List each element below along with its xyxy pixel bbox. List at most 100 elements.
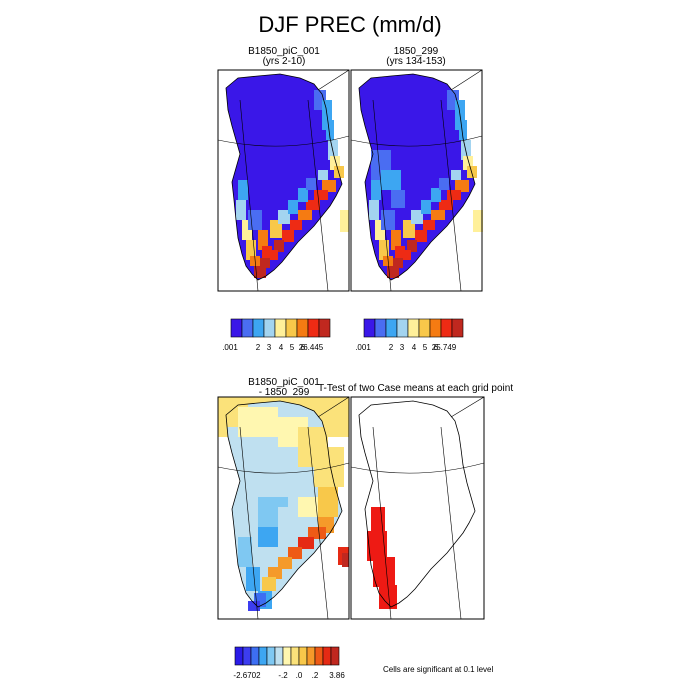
colorbar-swatch bbox=[385, 318, 398, 338]
figure-title: DJF PREC (mm/d) bbox=[258, 12, 442, 37]
colorbar-1 bbox=[230, 318, 331, 338]
grid-cell bbox=[379, 240, 389, 260]
grid-cell bbox=[463, 156, 473, 170]
colorbar-2-tick-label: 4 bbox=[411, 343, 417, 352]
grid-cell bbox=[318, 487, 338, 517]
panel-3-title-line2: - 1850_299 bbox=[258, 387, 310, 398]
colorbar-swatch bbox=[363, 318, 376, 338]
grid-cell bbox=[288, 200, 298, 214]
colorbar-3-tick-label: .0 bbox=[295, 671, 303, 680]
colorbar-swatch bbox=[230, 318, 243, 338]
grid-cell bbox=[298, 497, 318, 517]
grid-cell bbox=[236, 200, 246, 220]
grid-cell bbox=[262, 246, 272, 258]
grid-cell bbox=[334, 166, 344, 178]
grid-cell bbox=[431, 210, 445, 220]
grid-cell bbox=[387, 266, 399, 278]
grid-cell bbox=[455, 180, 469, 192]
colorbar-swatch bbox=[307, 318, 320, 338]
grid-cell bbox=[248, 210, 262, 230]
grid-cell bbox=[238, 537, 252, 567]
grid-cell bbox=[326, 120, 334, 140]
colorbar-swatch bbox=[314, 646, 324, 666]
grid-cell bbox=[246, 240, 256, 260]
colorbar-1-tick-label: 26.445 bbox=[298, 343, 324, 352]
grid-cell bbox=[322, 180, 336, 192]
significant-cell bbox=[379, 585, 397, 609]
grid-cell bbox=[473, 210, 483, 232]
colorbar-swatch bbox=[298, 646, 308, 666]
grid-cell bbox=[298, 210, 312, 220]
significance-note: Cells are significant at 0.1 level bbox=[383, 665, 494, 674]
colorbar-2-tick-label: 6 bbox=[433, 343, 439, 352]
grid-cell bbox=[242, 220, 252, 240]
grid-cell bbox=[407, 240, 417, 252]
colorbar-2-tick-label: 3 bbox=[399, 343, 405, 352]
grid-cell bbox=[447, 190, 461, 200]
grid-cell bbox=[381, 210, 395, 230]
grid-cell bbox=[238, 407, 278, 437]
grid-cell bbox=[391, 230, 401, 250]
panel-2-title-line2: (yrs 134-153) bbox=[386, 56, 446, 67]
colorbar-swatch bbox=[374, 318, 387, 338]
colorbar-2-tick-label: .001 bbox=[355, 343, 371, 352]
ttest-map bbox=[351, 397, 484, 619]
colorbar-3 bbox=[234, 646, 340, 666]
colorbar-1-tick-label: 4 bbox=[278, 343, 284, 352]
grid-cell bbox=[342, 553, 349, 567]
grid-cell bbox=[340, 210, 349, 232]
precip-map-1 bbox=[218, 70, 349, 291]
grid-cell bbox=[395, 246, 405, 258]
panel-1-title-line2: (yrs 2-10) bbox=[262, 56, 306, 67]
colorbar-swatch bbox=[407, 318, 420, 338]
colorbar-1-tick-label: 2 bbox=[255, 343, 261, 352]
colorbar-swatch bbox=[274, 646, 284, 666]
colorbar-swatch bbox=[241, 318, 254, 338]
grid-cell bbox=[254, 266, 266, 278]
grid-cell bbox=[270, 220, 282, 238]
grid-cell bbox=[306, 200, 320, 210]
colorbar-swatch bbox=[318, 318, 331, 338]
grid-cell bbox=[246, 567, 260, 591]
grid-cell bbox=[290, 220, 302, 230]
grid-cell bbox=[258, 527, 278, 547]
colorbar-swatch bbox=[396, 318, 409, 338]
grid-cell bbox=[391, 190, 405, 208]
significant-cell bbox=[371, 507, 385, 531]
grid-cell bbox=[268, 567, 282, 579]
colorbar-swatch bbox=[250, 646, 260, 666]
panel-2-title-line1: 1850_299 bbox=[393, 46, 439, 57]
grid-cell bbox=[238, 180, 248, 200]
colorbar-swatch bbox=[418, 318, 431, 338]
grid-cell bbox=[375, 220, 385, 240]
colorbar-3-tick-label: -.2 bbox=[278, 671, 288, 680]
grid-cell bbox=[274, 240, 284, 252]
colorbar-swatch bbox=[440, 318, 453, 338]
colorbar-swatch bbox=[285, 318, 298, 338]
colorbar-swatch bbox=[234, 646, 244, 666]
grid-cell bbox=[318, 170, 328, 180]
colorbar-swatch bbox=[258, 646, 268, 666]
grid-cell bbox=[282, 230, 294, 242]
grid-cell bbox=[371, 180, 381, 200]
colorbar-swatch bbox=[429, 318, 442, 338]
grid-cell bbox=[330, 156, 340, 170]
grid-cell bbox=[308, 527, 326, 539]
colorbar-swatch bbox=[274, 318, 287, 338]
grid-cell bbox=[451, 170, 461, 180]
colorbar-2 bbox=[363, 318, 464, 338]
grid-cell bbox=[248, 601, 260, 611]
colorbar-swatch bbox=[252, 318, 265, 338]
grid-cell bbox=[403, 220, 415, 238]
grid-cell bbox=[459, 120, 467, 140]
grid-cell bbox=[314, 190, 328, 200]
grid-cell bbox=[439, 178, 449, 190]
colorbar-3-tick-label: 3.86 bbox=[329, 671, 345, 680]
grid-cell bbox=[421, 200, 431, 214]
grid-cell bbox=[288, 547, 302, 559]
grid-cell bbox=[431, 188, 441, 202]
colorbar-swatch bbox=[290, 646, 300, 666]
significant-cell bbox=[373, 557, 395, 587]
colorbar-1-tick-label: 3 bbox=[266, 343, 272, 352]
